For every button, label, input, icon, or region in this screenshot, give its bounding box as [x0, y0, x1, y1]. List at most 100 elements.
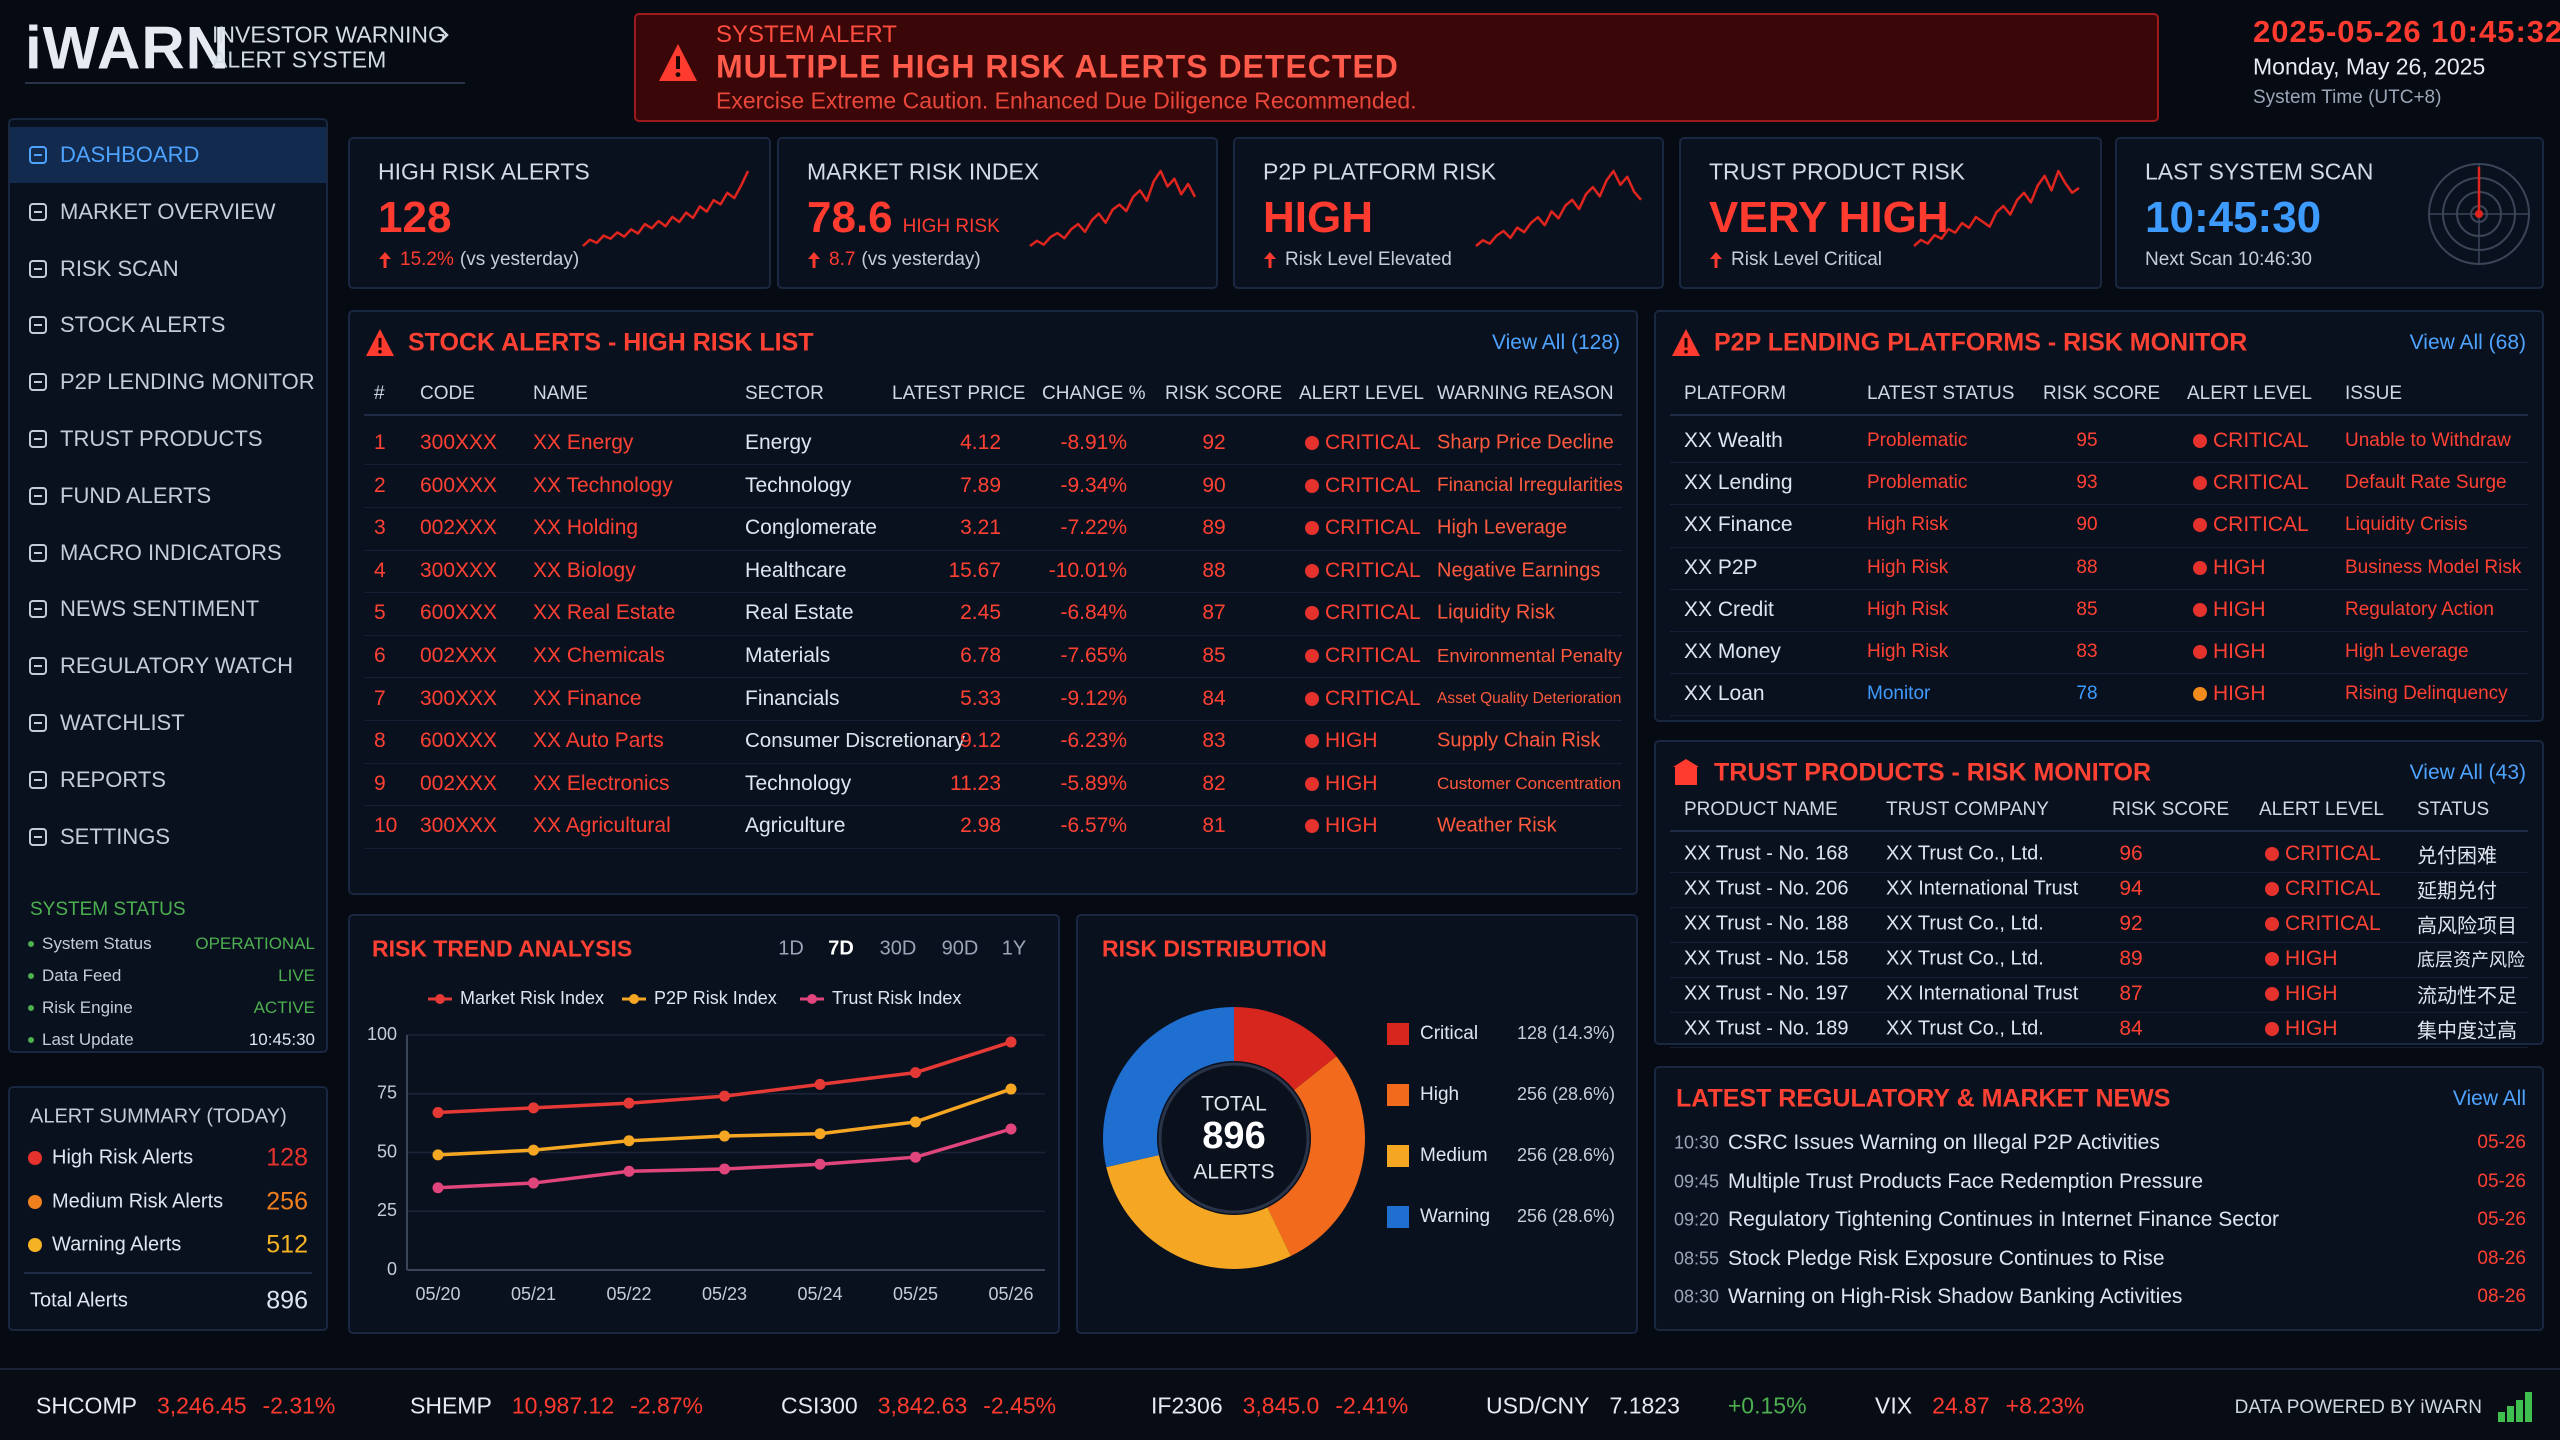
- signal-icon: [2498, 1392, 2532, 1422]
- row-number: 5: [374, 601, 386, 625]
- view-all[interactable]: View All (68): [2409, 331, 2526, 354]
- news-date: 08-26: [2477, 1247, 2526, 1269]
- column-header: STATUS: [2417, 799, 2490, 820]
- issue: Business Model Risk: [2345, 556, 2522, 578]
- row-divider: [364, 677, 1622, 679]
- nav-item[interactable]: MACRO INDICATORS: [60, 539, 282, 565]
- header-divider: [1670, 414, 2528, 416]
- kpi-card: P2P PLATFORM RISK HIGH Risk Level Elevated: [1233, 137, 1664, 289]
- platform-status: High Risk: [1867, 641, 1949, 662]
- ticker-item: SHEMP 10,987.12 -2.87%: [410, 1393, 703, 1420]
- nav-item[interactable]: REPORTS: [60, 766, 166, 792]
- alert-dot: [1305, 819, 1319, 834]
- view-all[interactable]: View All (43): [2409, 761, 2526, 784]
- stock-sector: Financials: [745, 686, 840, 710]
- alert-level: HIGH: [1325, 771, 1378, 795]
- nav-item[interactable]: RISK SCAN: [60, 255, 179, 281]
- risk-score: 89: [2119, 947, 2143, 970]
- column-header: #: [374, 383, 385, 404]
- product-name: XX Trust - No. 188: [1684, 912, 1849, 935]
- time-tab[interactable]: 30D: [879, 937, 917, 960]
- view-all[interactable]: View All (128): [1491, 331, 1620, 354]
- nav-item[interactable]: SETTINGS: [60, 823, 171, 849]
- platform-name: XX Credit: [1684, 597, 1774, 621]
- up-arrow: [1710, 252, 1722, 268]
- alert-label: SYSTEM ALERT: [716, 21, 897, 48]
- news-headline[interactable]: CSRC Issues Warning on Illegal P2P Activ…: [1728, 1131, 2160, 1154]
- warning-reason: Environmental Penalty: [1437, 645, 1623, 666]
- nav-icon: [29, 486, 47, 505]
- news-headline[interactable]: Warning on High-Risk Shadow Banking Acti…: [1728, 1285, 2183, 1309]
- row-number: 2: [374, 473, 386, 497]
- signal-bar: [2525, 1392, 2532, 1422]
- news-panel: LATEST REGULATORY & MARKET NEWS View All 1…: [1654, 1066, 2544, 1331]
- nav-item[interactable]: MARKET OVERVIEW: [60, 198, 276, 224]
- alert-headline: MULTIPLE HIGH RISK ALERTS DETECTED: [716, 48, 1399, 85]
- arrow-head: [808, 252, 820, 259]
- logo: iWARN: [25, 14, 230, 82]
- risk-score: 95: [2076, 430, 2098, 451]
- alert-level: CRITICAL: [1325, 516, 1421, 540]
- warning-reason: Sharp Price Decline: [1437, 431, 1614, 454]
- news-time: 09:45: [1674, 1171, 1720, 1192]
- nav-item[interactable]: NEWS SENTIMENT: [60, 596, 260, 622]
- nav-item[interactable]: TRUST PRODUCTS: [60, 426, 263, 451]
- nav-icon-shape: [29, 373, 47, 392]
- kpi-card: TRUST PRODUCT RISK VERY HIGH Risk Level Cr…: [1679, 137, 2102, 289]
- nav-item[interactable]: FUND ALERTS: [60, 482, 212, 508]
- latest-price: 5.33: [960, 686, 1001, 710]
- news-headline[interactable]: Multiple Trust Products Face Redemption …: [1728, 1169, 2204, 1193]
- nav-item[interactable]: REGULATORY WATCH: [60, 653, 294, 679]
- nav-icon-shape: [29, 316, 47, 335]
- time-tab[interactable]: 1Y: [1001, 937, 1027, 960]
- stock-sector: Agriculture: [745, 814, 846, 838]
- status-label: Last Update: [42, 1030, 134, 1049]
- status-bullet: [28, 973, 34, 979]
- column-header: ISSUE: [2345, 383, 2403, 404]
- time-tab[interactable]: 1D: [778, 937, 804, 960]
- nav-icon-shape: [29, 827, 47, 846]
- alert-dot: [2265, 917, 2279, 931]
- ticker-item: VIX 24.87 +8.23%: [1875, 1393, 2084, 1420]
- nav-item[interactable]: WATCHLIST: [60, 710, 185, 735]
- nav-item[interactable]: P2P LENDING MONITOR: [60, 369, 315, 395]
- trend-panel: RISK TREND ANALYSIS 1D 7D 30D 90D 1Y: [348, 914, 1060, 1334]
- panel-title: STOCK ALERTS - HIGH RISK LIST: [408, 328, 814, 357]
- alert-level: CRITICAL: [1325, 686, 1421, 710]
- stock-code: 002XXX: [420, 771, 498, 795]
- row-divider: [1670, 546, 2528, 548]
- change-pct: -8.91%: [1060, 431, 1127, 454]
- stock-name: XX Energy: [533, 431, 634, 454]
- alert-level: CRITICAL: [1325, 473, 1421, 497]
- change-pct: -9.12%: [1060, 686, 1127, 710]
- column-header: PLATFORM: [1684, 383, 1787, 404]
- row-divider: [1670, 630, 2528, 632]
- panel-title: TRUST PRODUCTS - RISK MONITOR: [1714, 758, 2152, 787]
- stock-name: XX Biology: [533, 558, 636, 582]
- risk-score: 94: [2119, 877, 2143, 900]
- time-tab[interactable]: 90D: [941, 937, 979, 960]
- up-arrow: [1264, 252, 1276, 268]
- alert-level: CRITICAL: [1325, 601, 1421, 625]
- nav-icon-shape: [29, 657, 47, 676]
- change-pct: -9.34%: [1060, 473, 1127, 497]
- news-headline[interactable]: Regulatory Tightening Continues in Inter…: [1728, 1208, 2279, 1232]
- nav-item[interactable]: DASHBOARD: [60, 142, 200, 167]
- sparkline-line: [582, 170, 750, 247]
- row-divider: [1670, 871, 2528, 873]
- warning-reason: High Leverage: [1437, 516, 1568, 539]
- arrow-head: [379, 252, 391, 259]
- column-header: WARNING REASON: [1437, 383, 1614, 404]
- stock-name: XX Agricultural: [533, 814, 671, 838]
- panel-title: LATEST REGULATORY & MARKET NEWS: [1676, 1084, 2171, 1113]
- time-tab[interactable]: 7D: [828, 937, 854, 960]
- stock-code: 300XXX: [420, 686, 498, 710]
- alert-level: CRITICAL: [2285, 877, 2381, 900]
- view-all[interactable]: View All: [2452, 1087, 2526, 1110]
- nav-item[interactable]: STOCK ALERTS: [60, 312, 226, 338]
- column-header: CHANGE %: [1042, 383, 1146, 404]
- news-headline[interactable]: Stock Pledge Risk Exposure Continues to …: [1728, 1246, 2165, 1270]
- alert-level: CRITICAL: [1325, 558, 1421, 582]
- news-date: 05-26: [2477, 1132, 2526, 1153]
